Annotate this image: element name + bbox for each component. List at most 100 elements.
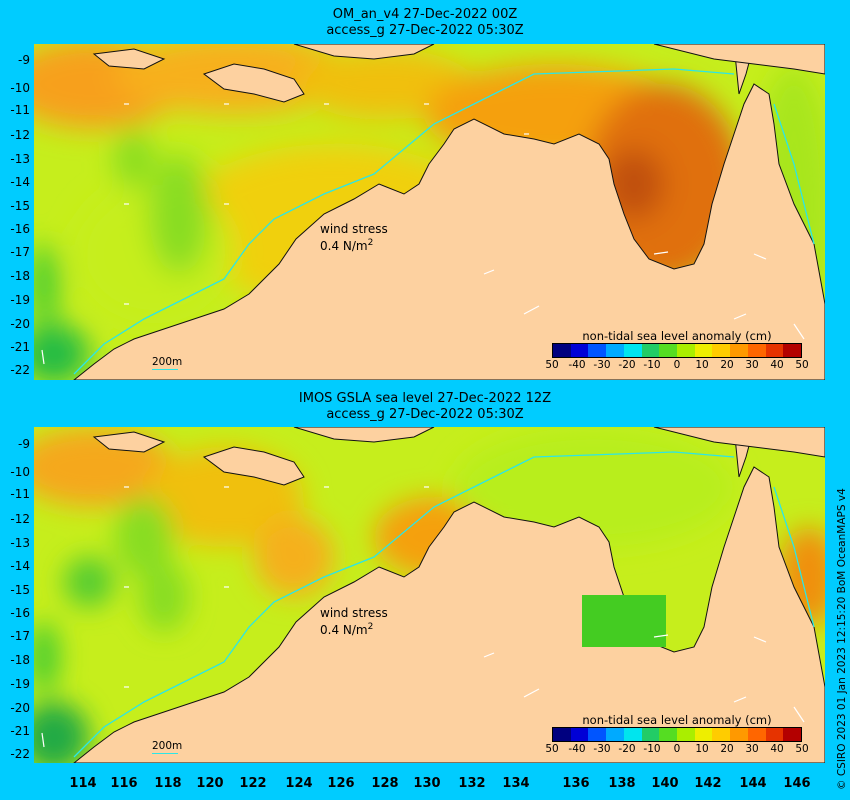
xtick: 142 — [694, 776, 722, 791]
scale-bar-label: 200m — [152, 740, 183, 752]
colorbar-swatch — [712, 728, 731, 741]
p2-ytick: -12 — [10, 512, 30, 526]
xtick: 120 — [196, 776, 224, 791]
p1-ytick: -14 — [10, 175, 30, 189]
colorbar-ticks: 50 -40 -30 -20 -10 0 10 20 30 40 50 — [545, 742, 808, 756]
colorbar-tick-label: 50 — [545, 359, 559, 371]
panel2-wind-legend: wind stress 0.4 N/m2 — [320, 606, 388, 637]
scale-bar-line — [152, 369, 178, 370]
xtick: 118 — [154, 776, 182, 791]
colorbar-swatch — [606, 728, 624, 741]
colorbar-tick-label: 30 — [745, 743, 759, 755]
p1-ytick: -10 — [10, 81, 30, 95]
xtick: 128 — [371, 776, 399, 791]
colorbar-swatch — [765, 728, 784, 741]
p2-ytick: -13 — [10, 536, 30, 550]
panel2-title-line2: access_g 27-Dec-2022 05:30Z — [326, 407, 524, 422]
colorbar-tick-label: 0 — [673, 359, 681, 371]
colorbar-tick-label: -30 — [593, 359, 611, 371]
panel2-map-canvas — [34, 427, 825, 763]
panel1-wind-arrows — [41, 103, 805, 365]
panel1-scale-bar: 200m — [152, 356, 182, 370]
colorbar-swatch — [783, 728, 802, 741]
colorbar-swatch — [606, 344, 624, 357]
colorbar-tick-label: 10 — [695, 359, 709, 371]
p1-ytick: -20 — [10, 317, 30, 331]
panel1-papua-coast — [293, 44, 435, 60]
panel2-australia-landmass — [73, 466, 825, 763]
colorbar-swatch — [570, 344, 589, 357]
colorbar-tick-label: -20 — [618, 359, 636, 371]
p2-ytick: -9 — [18, 437, 30, 451]
colorbar-swatch — [588, 728, 607, 741]
p1-ytick: -18 — [10, 269, 30, 283]
colorbar-tick-label: 10 — [695, 743, 709, 755]
p1-ytick: -9 — [18, 53, 30, 67]
p2-ytick: -21 — [10, 724, 30, 738]
p2-ytick: -14 — [10, 559, 30, 573]
panel1-australia-landmass — [73, 83, 825, 380]
panel2-colorbar: non-tidal sea level anomaly (cm) 50 -40 -3… — [545, 714, 808, 756]
xtick: 136 — [562, 776, 590, 791]
colorbar-gradient — [552, 727, 802, 742]
scale-bar-label: 200m — [152, 356, 183, 368]
copyright-text: © CSIRO 2023 01 Jan 2023 12:15:20 BoM Oc… — [836, 488, 848, 790]
xtick: 126 — [327, 776, 355, 791]
p2-ytick: -17 — [10, 629, 30, 643]
colorbar-tick-label: 50 — [795, 359, 809, 371]
p2-ytick: -19 — [10, 677, 30, 691]
colorbar-swatch — [747, 728, 766, 741]
panel1-papua-coast-east — [653, 44, 825, 75]
p1-ytick: -19 — [10, 293, 30, 307]
colorbar-gradient — [552, 343, 802, 358]
wind-legend-label: wind stress — [320, 222, 388, 236]
panel2-map[interactable] — [34, 427, 825, 763]
colorbar-swatch — [659, 728, 678, 741]
colorbar-tick-label: 50 — [795, 743, 809, 755]
colorbar-swatch — [641, 344, 660, 357]
panel1-small-island — [92, 48, 166, 70]
p1-ytick: -17 — [10, 245, 30, 259]
colorbar-tick-label: -10 — [643, 359, 661, 371]
panel2-small-island — [92, 431, 166, 453]
colorbar-swatch — [570, 728, 589, 741]
p2-ytick: -15 — [10, 583, 30, 597]
colorbar-tick-label: -20 — [618, 743, 636, 755]
xtick: 114 — [69, 776, 97, 791]
colorbar-swatch — [712, 344, 731, 357]
panel2-wind-arrows — [41, 486, 805, 748]
colorbar-swatch — [623, 728, 642, 741]
panel2-scale-bar: 200m — [152, 740, 182, 754]
colorbar-tick-label: 30 — [745, 359, 759, 371]
panel2-timor-island — [202, 446, 305, 486]
colorbar-swatch — [730, 344, 748, 357]
p1-ytick: -22 — [10, 363, 30, 377]
colorbar-tick-label: 0 — [673, 743, 681, 755]
colorbar-swatch — [694, 344, 713, 357]
panel1-map-canvas — [34, 44, 825, 380]
scale-bar-line — [152, 753, 178, 754]
colorbar-swatch — [659, 344, 678, 357]
panel1-colorbar: non-tidal sea level anomaly (cm) 50 -40 -3… — [545, 329, 808, 372]
xtick: 124 — [285, 776, 313, 791]
panel2-papua-coast-east — [653, 427, 825, 458]
colorbar-tick-label: -30 — [593, 743, 611, 755]
colorbar-swatch — [553, 728, 571, 741]
colorbar-title: non-tidal sea level anomaly (cm) — [582, 329, 772, 343]
colorbar-swatch — [588, 344, 607, 357]
p1-ytick: -11 — [10, 103, 30, 117]
colorbar-swatch — [747, 344, 766, 357]
colorbar-swatch — [623, 344, 642, 357]
xtick: 132 — [458, 776, 486, 791]
panel1-shelf-contour — [73, 68, 815, 375]
panel2-papua-coast — [293, 427, 435, 443]
colorbar-ticks: 50 -40 -30 -20 -10 0 10 20 30 40 50 — [545, 358, 808, 372]
panel1-wind-legend: wind stress 0.4 N/m2 — [320, 222, 388, 253]
xtick: 134 — [502, 776, 530, 791]
p2-ytick: -10 — [10, 465, 30, 479]
wind-legend-unit-sup: 2 — [367, 238, 374, 248]
panel1-map[interactable] — [34, 44, 825, 380]
wind-legend-value: 0.4 N/m — [320, 239, 368, 253]
colorbar-tick-label: 40 — [770, 359, 784, 371]
colorbar-swatch — [641, 728, 660, 741]
